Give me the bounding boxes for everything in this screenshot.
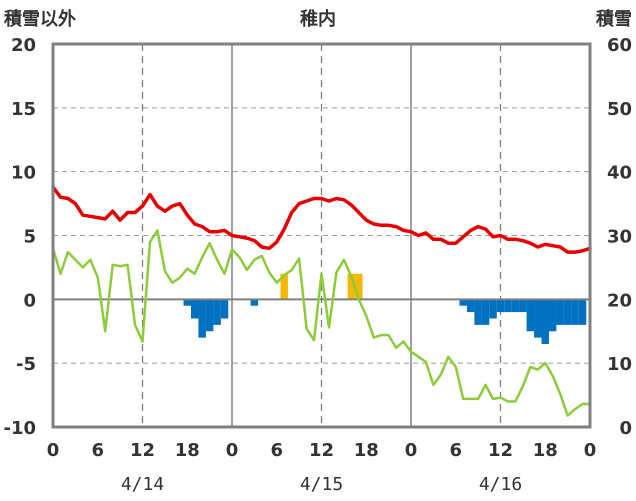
y-tick-left: 0 [23,290,36,311]
snow_increase-bar [355,273,363,300]
right-axis-label: 積雪 [595,8,632,30]
snow_decrease-bar [205,299,214,332]
snow_decrease-bar [489,299,497,319]
temperature-line [51,185,592,254]
x-tick: 0 [226,440,239,461]
snow_decrease-bar [250,299,259,306]
snow_decrease-bar [190,299,199,319]
y-tick-right: 30 [607,227,632,248]
x-tick: 6 [449,440,462,461]
snow_increase-bar [280,273,288,300]
snow_decrease-bar [519,299,527,313]
x-tick: 6 [91,440,104,461]
snow_decrease-bar [578,299,587,325]
plot-frame [51,42,592,429]
date-label: 4/15 [300,474,343,495]
y-tick-right: 0 [619,418,632,439]
snow_decrease-bar [198,299,206,338]
x-tick: 18 [354,440,379,461]
y-tick-right: 50 [607,99,632,120]
x-tick: 12 [488,440,513,461]
y-tick-left: 15 [11,99,36,120]
snow_decrease-bar [504,299,512,313]
snow_decrease-bar [474,299,482,325]
plot-area [51,44,592,429]
x-tick: 6 [270,440,283,461]
left-axis-label: 積雪以外 [3,8,76,30]
snow_decrease-bar [541,299,549,345]
snow_decrease-bar [183,299,191,306]
dewpoint-line [51,229,592,417]
chart-title: 稚内 [300,8,336,30]
snow_decrease-bar [548,299,557,332]
x-tick: 0 [47,440,60,461]
date-label: 4/16 [479,474,522,495]
y-tick-left: 10 [11,163,36,184]
snow_decrease-bar [571,299,579,325]
date-label: 4/14 [121,474,164,495]
snow_decrease-bar [496,299,505,313]
y-tick-right: 20 [607,290,632,311]
snow_decrease-bar [511,299,520,313]
snow_decrease-bar [213,299,221,325]
snow_decrease-bar [220,299,229,319]
x-tick: 18 [175,440,200,461]
y-tick-left: 20 [11,35,36,56]
snow_increase-bar [347,273,356,300]
y-tick-left: -5 [16,354,36,375]
x-tick: 12 [130,440,155,461]
x-tick: 12 [309,440,334,461]
x-tick: 18 [533,440,558,461]
snow_decrease-bar [534,299,542,338]
y-tick-right: 40 [607,163,632,184]
y-tick-right: 10 [607,354,632,375]
y-tick-left: -10 [3,418,36,439]
snow_decrease-bar [481,299,490,325]
x-tick: 0 [405,440,418,461]
x-tick: 0 [584,440,597,461]
y-tick-right: 60 [607,35,632,56]
snow_decrease-bar [563,299,572,325]
snow_decrease-bar [459,299,467,306]
snow_decrease-bar [556,299,564,325]
snow_decrease-bar [466,299,475,313]
snow_decrease-bar [526,299,535,332]
y-tick-left: 5 [23,227,36,248]
